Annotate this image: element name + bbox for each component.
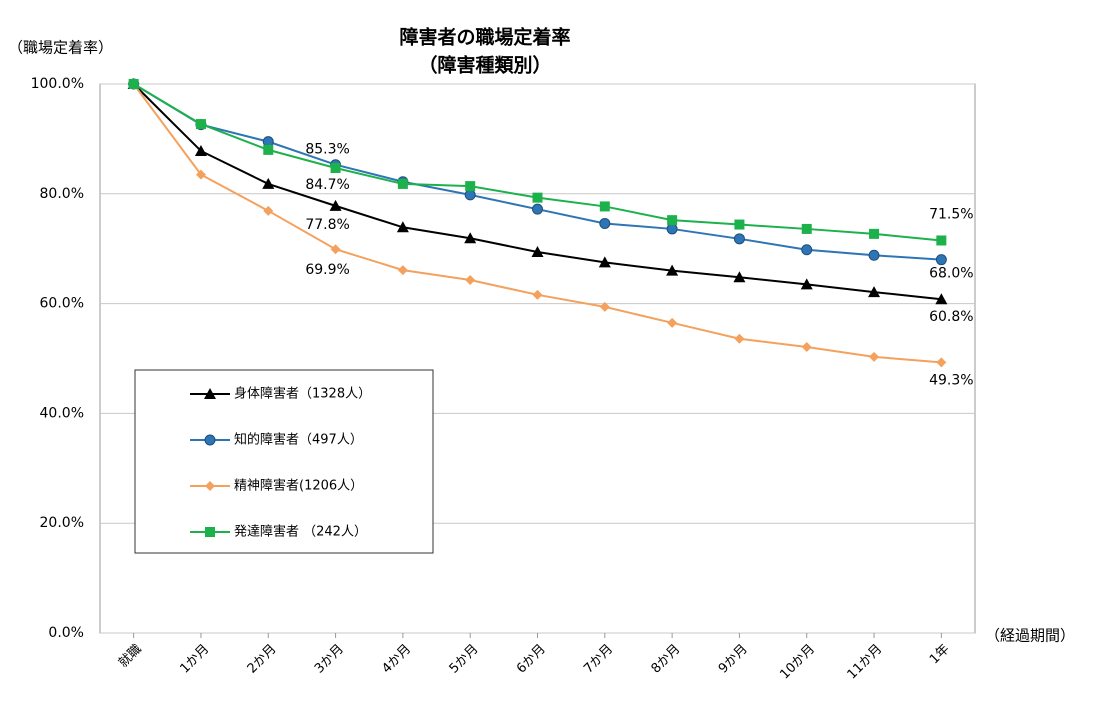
data-point <box>598 256 611 268</box>
data-point <box>599 201 610 212</box>
data-point <box>465 181 476 192</box>
data-point <box>263 205 274 216</box>
y-tick-label: 100.0% <box>31 76 84 92</box>
data-point <box>869 228 880 239</box>
data-label: 85.3% <box>305 142 349 158</box>
data-point <box>599 301 610 312</box>
series-line <box>133 83 942 242</box>
data-point <box>936 357 947 368</box>
legend-marker <box>205 481 215 491</box>
data-point <box>465 274 476 285</box>
x-tick-label: 9か月 <box>716 642 751 677</box>
data-point <box>532 192 543 203</box>
data-point <box>396 221 409 233</box>
data-point <box>667 317 678 328</box>
data-point <box>329 199 342 211</box>
x-tick-label: 1年 <box>927 642 953 668</box>
series-line <box>132 83 942 364</box>
data-point <box>801 341 812 352</box>
data-point <box>464 189 476 201</box>
data-point <box>666 264 679 276</box>
x-tick-label: 7か月 <box>581 642 616 677</box>
data-point <box>532 289 543 300</box>
data-point <box>599 217 611 229</box>
legend-marker <box>205 527 215 537</box>
data-point <box>666 223 678 235</box>
data-point <box>936 235 947 246</box>
x-tick-label: 11か月 <box>845 642 886 683</box>
legend: 身体障害者（1328人） 知的障害者（497人） 精神障害者(1206人） 発達障害者… <box>134 369 434 554</box>
data-point <box>195 169 206 180</box>
legend-label: 精神障害者(1206人） <box>234 478 363 494</box>
data-point <box>330 244 341 255</box>
data-point <box>262 177 275 189</box>
data-point <box>869 351 880 362</box>
y-tick-label: 40.0% <box>40 405 84 421</box>
data-label: 68.0% <box>929 266 973 282</box>
x-axis-title: （経過期間） <box>985 627 1075 645</box>
data-point <box>935 254 947 266</box>
legend-box <box>134 369 434 554</box>
legend-label: 知的障害者（497人） <box>234 432 363 448</box>
series-line <box>132 83 942 301</box>
data-point <box>801 223 812 234</box>
data-point <box>733 271 746 283</box>
x-tick-label: 2か月 <box>245 642 280 677</box>
data-point <box>330 162 341 173</box>
data-point <box>464 232 477 244</box>
x-tick-label: 就職 <box>116 642 145 671</box>
data-point <box>733 233 745 245</box>
x-tick-label: 4か月 <box>379 642 414 677</box>
y-tick-label: 0.0% <box>48 625 84 641</box>
data-point <box>397 265 408 276</box>
data-point <box>734 333 745 344</box>
x-tick-label: 1か月 <box>177 642 212 677</box>
data-label: 84.7% <box>305 177 349 193</box>
data-label: 49.3% <box>929 372 973 388</box>
legend-label: 発達障害者 （242人） <box>234 524 367 540</box>
y-tick-label: 20.0% <box>40 515 84 531</box>
data-point <box>734 219 745 230</box>
chart-title: 障害者の職場定着率 <box>399 26 570 49</box>
data-point <box>128 79 139 89</box>
x-tick-label: 8か月 <box>649 642 684 677</box>
y-axis-title: （職場定着率） <box>8 39 113 57</box>
data-point <box>195 119 206 130</box>
data-label: 71.5% <box>929 206 973 222</box>
data-point <box>868 286 881 298</box>
x-tick-label: 3か月 <box>312 642 347 677</box>
legend-label: 身体障害者（1328人） <box>234 386 371 402</box>
data-point <box>194 144 207 156</box>
data-point <box>935 293 948 305</box>
data-point <box>532 203 543 215</box>
x-tick-label: 10か月 <box>777 642 818 683</box>
series-line <box>133 83 942 261</box>
legend-marker <box>204 388 216 399</box>
chart-subtitle: （障害種類別） <box>418 54 551 77</box>
data-label: 77.8% <box>305 217 349 233</box>
data-point <box>801 244 813 256</box>
y-tick-label: 60.0% <box>40 296 84 312</box>
data-label: 69.9% <box>305 262 349 278</box>
x-tick-label: 5か月 <box>447 642 482 677</box>
data-point <box>397 178 408 189</box>
data-point <box>263 144 274 155</box>
data-point <box>800 278 813 290</box>
x-tick-label: 6か月 <box>514 642 549 677</box>
data-point <box>667 215 678 226</box>
data-point <box>531 245 544 257</box>
legend-marker <box>204 434 216 446</box>
data-label: 60.8% <box>929 309 973 325</box>
y-tick-label: 80.0% <box>40 186 84 202</box>
data-point <box>868 249 880 261</box>
